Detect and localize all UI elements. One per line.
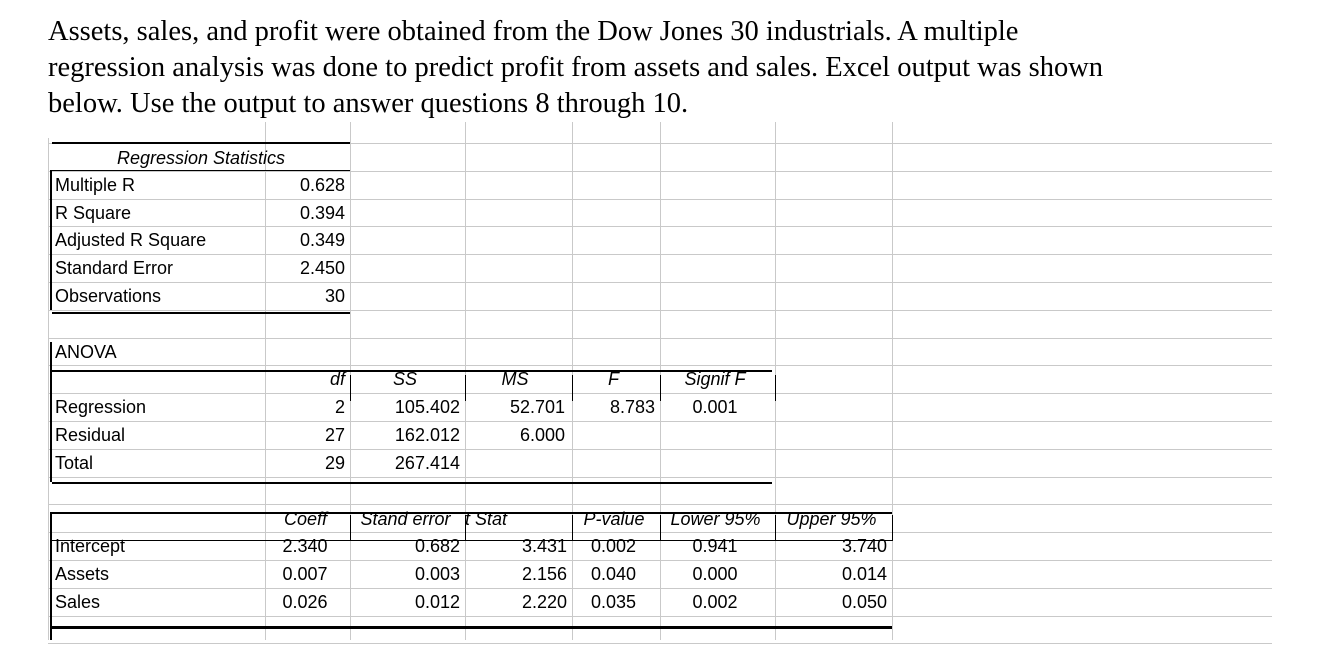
anova-header: Signif F — [684, 369, 746, 389]
coeff-cell: 2.220 — [521, 592, 567, 612]
anova-cell: 27 — [324, 425, 345, 445]
anova-row-label: Regression — [55, 397, 147, 417]
anova-cell — [660, 449, 770, 477]
coeff-cell: 0.007 — [282, 564, 328, 584]
anova-cell — [465, 449, 565, 477]
gridline-vertical — [892, 122, 893, 640]
coeff-header: Stand error — [360, 509, 451, 529]
gridline-horizontal — [48, 643, 1272, 644]
coeff-header: t Stat — [465, 509, 508, 529]
coeff-header: Lower 95% — [670, 509, 761, 529]
anova-bottom-rule — [52, 482, 772, 484]
anova-cell: 29 — [324, 453, 345, 473]
coeff-cell: 0.012 — [414, 592, 460, 612]
stat-label: Standard Error — [55, 258, 174, 278]
anova-row-label: Residual — [55, 425, 126, 445]
stat-label: R Square — [55, 203, 132, 223]
coeff-header: Coeff — [283, 509, 328, 529]
anova-cell: 2 — [334, 397, 345, 417]
coeff-row-label: Sales — [55, 592, 101, 612]
anova-row-label: Total — [55, 453, 94, 473]
stat-value: 0.394 — [299, 203, 345, 223]
stat-value: 0.349 — [299, 230, 345, 250]
intro-line-2: regression analysis was done to predict … — [48, 52, 1104, 83]
anova-cell — [572, 449, 655, 477]
coeff-cell: 0.002 — [590, 536, 637, 556]
coeff-cell: 0.035 — [590, 592, 637, 612]
anova-cell: 6.000 — [519, 425, 565, 445]
coeff-cell: 0.050 — [841, 592, 887, 612]
anova-cell: 0.001 — [692, 397, 738, 417]
anova-header: SS — [392, 369, 417, 389]
stat-value: 30 — [324, 286, 345, 306]
table-left-border — [50, 512, 52, 640]
anova-cell — [660, 421, 770, 449]
anova-cell: 8.783 — [609, 397, 655, 417]
coeff-header: Upper 95% — [786, 509, 877, 529]
coeff-cell: 0.014 — [841, 564, 887, 584]
anova-cell — [572, 421, 655, 449]
anova-cell: 52.701 — [509, 397, 565, 417]
coeff-cell: 2.156 — [521, 564, 567, 584]
intro-line-3: below. Use the output to answer question… — [48, 88, 689, 119]
coeff-cell: 0.941 — [692, 536, 738, 556]
stat-label: Observations — [55, 286, 162, 306]
intro-text: Assets, sales, and profit were obtained … — [48, 14, 1308, 122]
coeff-cell: 0.000 — [692, 564, 738, 584]
coeff-row-label: Assets — [55, 564, 110, 584]
coeff-header: P-value — [583, 509, 645, 529]
gridline-horizontal — [48, 616, 1272, 617]
coeff-cell: 0.002 — [692, 592, 738, 612]
header-divider — [892, 515, 893, 541]
header-divider — [775, 375, 776, 401]
table-left-border — [50, 170, 52, 310]
anova-title: ANOVA — [55, 342, 117, 362]
anova-header: df — [329, 369, 345, 389]
anova-header: MS — [501, 369, 529, 389]
coeff-row-label: Intercept — [55, 536, 126, 556]
gridline-horizontal — [48, 477, 1272, 478]
coeff-cell: 0.040 — [590, 564, 637, 584]
coeff-cell: 0.003 — [414, 564, 460, 584]
intro-line-1: Assets, sales, and profit were obtained … — [48, 16, 1019, 47]
stats-bottom-rule — [52, 312, 350, 314]
anova-cell: 267.414 — [394, 453, 460, 473]
anova-cell: 105.402 — [394, 397, 460, 417]
gridline-horizontal — [48, 310, 1272, 311]
stat-label: Multiple R — [55, 175, 136, 195]
table-left-border — [50, 342, 52, 482]
anova-cell: 162.012 — [394, 425, 460, 445]
coeff-cell: 3.740 — [841, 536, 887, 556]
stat-label: Adjusted R Square — [55, 230, 207, 250]
anova-header: F — [608, 369, 619, 389]
coeff-cell: 2.340 — [282, 536, 328, 556]
coeff-cell: 3.431 — [521, 536, 567, 556]
stat-value: 2.450 — [299, 258, 345, 278]
coeff-cell: 0.026 — [282, 592, 328, 612]
regression-statistics-title: Regression Statistics — [116, 148, 286, 168]
coeff-bottom-rule — [52, 626, 892, 629]
coeff-cell: 0.682 — [414, 536, 460, 556]
stat-value: 0.628 — [299, 175, 345, 195]
gridline-vertical — [48, 138, 49, 640]
